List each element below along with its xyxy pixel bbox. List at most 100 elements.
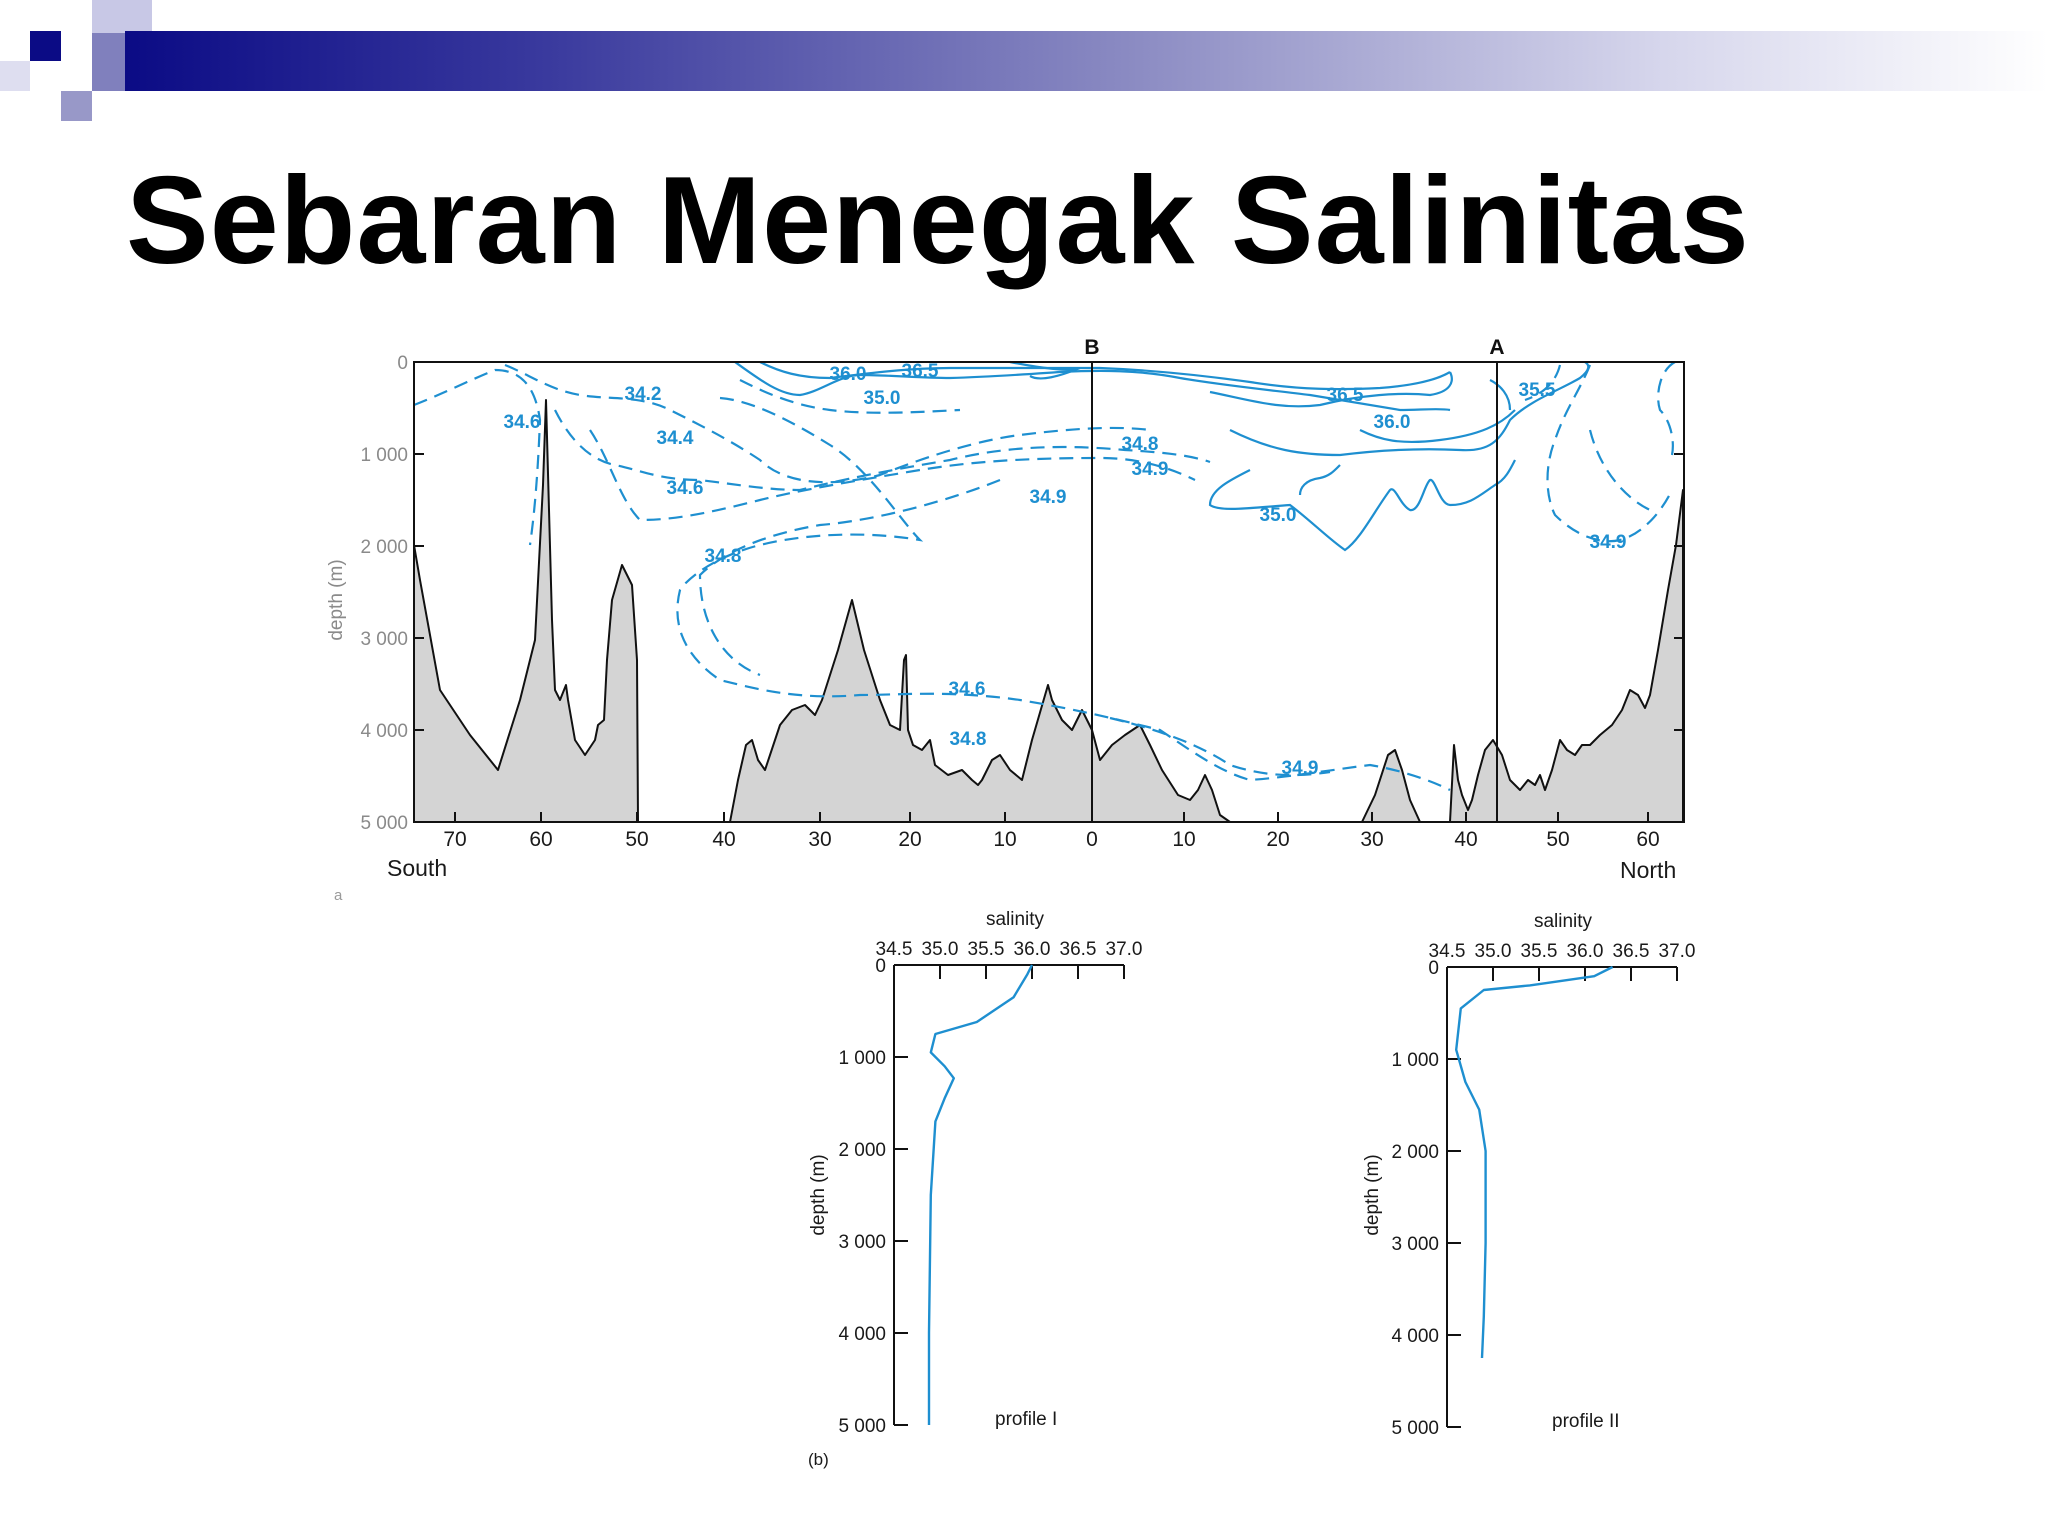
title-banner — [125, 31, 2048, 91]
section-y-tick-label: 1 000 — [360, 445, 408, 466]
section-y-tick-label: 4 000 — [360, 721, 408, 742]
decor-square-faint — [0, 61, 30, 91]
isohalines — [413, 360, 1676, 791]
profile-x-tick-label: 34.5 — [1429, 941, 1466, 962]
section-x-tick-label: 70 — [443, 828, 466, 851]
section-y-tick-label: 3 000 — [360, 629, 408, 650]
seafloor-ridge-central — [729, 599, 1231, 823]
section-x-tick-label: 30 — [808, 828, 831, 851]
section-x-tick-label: 20 — [1266, 828, 1289, 851]
section-x-tick-label: 30 — [1360, 828, 1383, 851]
isohaline-dashed — [739, 379, 961, 414]
isohaline-solid — [1208, 459, 1516, 552]
profile-x-tick-label: 36.5 — [1060, 939, 1097, 960]
section-ylabel: depth (m) — [326, 559, 347, 640]
profile-ii-name: profile II — [1552, 1411, 1620, 1432]
salinity-profile-i: salinity 34.5 35.0 35.5 36.0 36.5 37.0 0 1 000… — [808, 909, 1142, 1469]
isohaline-label: 34.8 — [1122, 434, 1159, 455]
profile-ii-y-axis: 0 1 000 2 000 3 000 4 000 5 000 — [1391, 958, 1461, 1439]
profile-i-curve — [927, 964, 1034, 1425]
profile-line — [1455, 965, 1614, 1359]
profile-x-tick-label: 36.0 — [1014, 939, 1051, 960]
profile-x-tick-label: 34.5 — [876, 939, 913, 960]
profile-y-tick-label: 1 000 — [838, 1048, 886, 1069]
profile-x-tick-label: 35.0 — [1475, 941, 1512, 962]
profile-ii-ylabel: depth (m) — [1362, 1154, 1383, 1235]
profile-y-tick-label: 2 000 — [838, 1140, 886, 1161]
isohaline-label: 35.0 — [1260, 505, 1297, 526]
isohaline-labels: 36.0 36.5 34.2 35.0 34.6 34.4 34.6 34.8 34.9 34.9… — [504, 361, 1627, 779]
profile-y-tick-label: 4 000 — [1391, 1326, 1439, 1347]
profile-i-xtitle: salinity — [986, 909, 1045, 930]
isohaline-label: 36.0 — [830, 364, 867, 385]
profile-x-tick-label: 37.0 — [1106, 939, 1143, 960]
profile-y-tick-label: 1 000 — [1391, 1050, 1439, 1071]
isohaline-label: 36.0 — [1374, 412, 1411, 433]
seafloor-seamount — [1361, 749, 1421, 823]
isohaline-label: 34.2 — [625, 384, 662, 405]
isohaline-label: 36.5 — [902, 361, 939, 382]
profile-y-tick-label: 5 000 — [838, 1416, 886, 1437]
seafloor-ridge-south — [413, 399, 639, 823]
isohaline-solid — [1359, 409, 1516, 444]
section-xlabel-north: North — [1620, 857, 1676, 883]
section-panel-label: a — [334, 887, 343, 904]
profile-y-tick-label: 3 000 — [1391, 1234, 1439, 1255]
section-x-tick-label: 40 — [712, 828, 735, 851]
isohaline-dashed — [1546, 364, 1673, 543]
isohaline-label: 34.4 — [657, 428, 694, 449]
isohaline-solid — [1489, 379, 1512, 411]
profile-i-ylabel: depth (m) — [808, 1154, 829, 1235]
section-x-tick-label: 60 — [529, 828, 552, 851]
section-y-tick-label: 5 000 — [360, 813, 408, 834]
isohaline-label: 34.9 — [1282, 758, 1319, 779]
isohaline-solid — [1009, 360, 1081, 380]
profile-y-tick-label: 0 — [875, 956, 886, 977]
profile-i-y-axis: 0 1 000 2 000 3 000 4 000 5 000 — [838, 956, 908, 1437]
isohaline-solid — [1229, 361, 1590, 457]
section-x-tick-label: 0 — [1086, 828, 1098, 851]
section-x-tick-label: 20 — [898, 828, 921, 851]
section-frame — [413, 361, 1685, 823]
profile-i-name: profile I — [995, 1409, 1057, 1430]
seafloor-ridge-north — [1449, 489, 1684, 823]
profile-y-tick-label: 5 000 — [1391, 1418, 1439, 1439]
isohaline-dashed — [413, 368, 542, 546]
section-marker-b: B — [1084, 336, 1099, 359]
seafloor-topography — [413, 399, 1684, 823]
section-y-tick-label: 0 — [397, 353, 408, 374]
section-y-axis: 0 1 000 2 000 3 000 4 000 5 000 — [360, 353, 1684, 834]
profile-x-tick-label: 37.0 — [1659, 941, 1696, 962]
section-x-tick-label: 60 — [1636, 828, 1659, 851]
isohaline-solid — [759, 361, 1451, 391]
isohaline-label: 34.9 — [1132, 459, 1169, 480]
isohaline-label: 34.6 — [504, 412, 541, 433]
slide-title: Sebaran Menegak Salinitas — [126, 152, 1750, 290]
decor-square-dark — [30, 31, 61, 61]
isohaline-dashed — [698, 478, 1001, 677]
profile-ii-x-axis: 34.5 35.0 35.5 36.0 36.5 37.0 — [1429, 941, 1696, 981]
profile-line — [927, 964, 1034, 1425]
section-x-tick-label: 40 — [1454, 828, 1477, 851]
isohaline-label: 35.0 — [864, 388, 901, 409]
profile-x-tick-label: 36.0 — [1567, 941, 1604, 962]
profile-x-tick-label: 36.5 — [1613, 941, 1650, 962]
isohaline-solid — [734, 361, 1451, 412]
isohaline-label: 36.5 — [1327, 385, 1364, 406]
profile-panel-label: (b) — [808, 1450, 829, 1469]
salinity-profile-ii: salinity 34.5 35.0 35.5 36.0 36.5 37.0 0 1 000… — [1362, 911, 1695, 1439]
section-y-tick-label: 2 000 — [360, 537, 408, 558]
isohaline-label: 34.9 — [1030, 487, 1067, 508]
isohaline-label: 34.8 — [705, 546, 742, 567]
isohaline-solid — [1298, 464, 1341, 496]
section-x-axis: 70 60 50 40 30 20 10 0 10 20 30 40 50 60 — [443, 812, 1660, 851]
section-xlabel-south: South — [387, 855, 447, 881]
isohaline-label: 34.6 — [667, 478, 704, 499]
isohaline-label: 34.6 — [949, 679, 986, 700]
profile-ii-xtitle: salinity — [1534, 911, 1593, 932]
isohaline-dashed — [504, 363, 1151, 484]
profile-y-tick-label: 3 000 — [838, 1232, 886, 1253]
